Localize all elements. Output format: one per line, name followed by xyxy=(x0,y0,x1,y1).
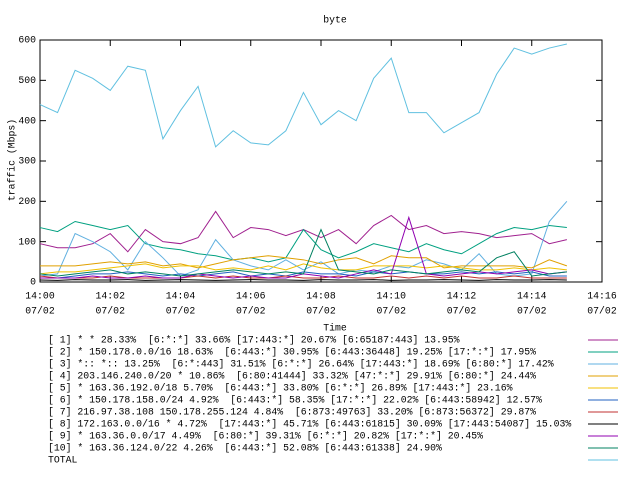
y-tick-label: 0 xyxy=(30,277,36,288)
x-tick-date: 07/02 xyxy=(306,306,336,317)
y-tick-label: 500 xyxy=(18,75,36,86)
x-tick-label: 14:02 xyxy=(96,291,126,302)
x-tick-date: 07/02 xyxy=(517,306,547,317)
legend-label: [ 8] 172.163.0.0/16 * 4.72% [17:443:*] 4… xyxy=(48,419,571,430)
legend-label: [ 2] * 150.178.0.0/16 18.63% [6:443:*] 3… xyxy=(48,347,536,358)
x-tick-date: 07/02 xyxy=(236,306,266,317)
x-tick-date: 07/02 xyxy=(587,306,617,317)
x-tick-label: 14:06 xyxy=(236,291,266,302)
x-tick-label: 14:14 xyxy=(517,291,547,302)
y-tick-label: 400 xyxy=(18,115,36,126)
series-line xyxy=(39,279,567,281)
x-tick-label: 14:04 xyxy=(166,291,196,302)
legend-label: [ 4] 203.146.240.0/20 * 10.86% [6:80:414… xyxy=(48,371,536,382)
legend-label: [10] * 163.36.124.0/22 4.26% [6:443:*] 5… xyxy=(48,443,442,454)
legend-label: [ 9] * 163.36.0.0/17 4.49% [6:80:*] 39.3… xyxy=(48,431,483,442)
x-tick-date: 07/02 xyxy=(166,306,196,317)
y-axis-label: traffic (Mbps) xyxy=(7,119,18,201)
x-tick-date: 07/02 xyxy=(96,306,126,317)
x-tick-label: 14:12 xyxy=(447,291,477,302)
legend-label: [ 6] * 150.178.158.0/24 4.92% [6:443:*] … xyxy=(48,395,542,406)
y-tick-label: 200 xyxy=(18,196,36,207)
y-tick-label: 300 xyxy=(18,156,36,167)
y-tick-label: 100 xyxy=(18,236,36,247)
x-tick-date: 07/02 xyxy=(447,306,477,317)
legend-label: [ 1] * * 28.33% [6:*:*] 33.66% [17:443:*… xyxy=(48,335,460,346)
series-line xyxy=(40,255,568,269)
plot-frame xyxy=(39,39,603,283)
series-line xyxy=(39,210,567,253)
x-tick-date: 07/02 xyxy=(25,306,55,317)
y-tick-label: 600 xyxy=(18,35,36,46)
x-tick-label: 14:16 xyxy=(587,291,617,302)
series-line xyxy=(40,215,567,279)
series-line xyxy=(39,263,567,275)
x-tick-label: 14:08 xyxy=(306,291,336,302)
series-line xyxy=(39,228,567,277)
legend-label: [ 7] 216.97.38.108 150.178.255.124 4.84%… xyxy=(48,407,536,418)
series-line xyxy=(39,43,567,148)
x-tick-label: 14:00 xyxy=(25,291,55,302)
legend-label: TOTAL xyxy=(48,455,78,466)
series-line xyxy=(39,220,567,263)
x-tick-date: 07/02 xyxy=(377,306,407,317)
series-line xyxy=(39,201,568,277)
x-axis-label: Time xyxy=(323,323,347,334)
series-line xyxy=(40,271,567,279)
x-tick-label: 14:10 xyxy=(377,291,407,302)
legend-label: [ 5] * 163.36.192.0/18 5.70% [6:443:*] 3… xyxy=(48,383,513,394)
chart-title: byte xyxy=(323,15,347,26)
legend-label: [ 3] *:: *:: 13.25% [6:*:443] 31.51% [6:… xyxy=(48,359,554,370)
